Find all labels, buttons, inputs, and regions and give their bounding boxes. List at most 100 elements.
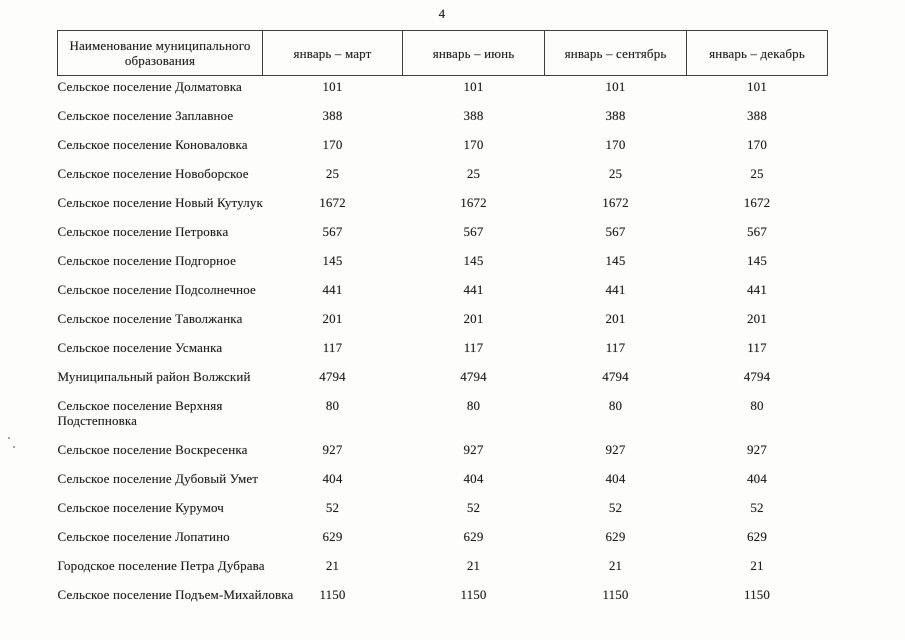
header-row: Наименование муниципального образования … (57, 30, 828, 76)
table-row: Сельское поселение Долматовка 101 101 101 10… (58, 76, 828, 105)
column-header-january-december: январь – декабрь (686, 30, 828, 76)
value-cell: 1150 (319, 586, 346, 602)
value-cell: 404 (322, 470, 343, 486)
table-row: Сельское поселение Заплавное 388 388 388 388 (58, 105, 828, 134)
municipality-name-cell: Городское поселение Петра Дубрава (57, 557, 265, 573)
value-cell: 52 (325, 499, 340, 515)
municipality-name-cell: Сельское поселение Усманка (57, 339, 223, 355)
value-cell: 927 (463, 441, 484, 457)
municipality-name-cell: Сельское поселение Новоборское (57, 165, 249, 181)
value-cell: 145 (747, 252, 767, 268)
value-cell: 1150 (743, 586, 771, 602)
table-row: Сельское поселение Новоборское 25 25 25 25 (58, 163, 828, 192)
value-cell: 404 (747, 470, 767, 486)
value-cell: 170 (463, 136, 484, 152)
table-row: Сельское поселение Лопатино 629 629 629 629 (58, 526, 828, 555)
value-cell: 441 (322, 281, 343, 297)
value-cell: 1672 (319, 194, 346, 210)
value-cell: 21 (466, 557, 481, 573)
value-cell: 52 (466, 499, 481, 515)
value-cell: 404 (605, 470, 626, 486)
value-cell: 117 (605, 339, 626, 355)
value-cell: 629 (605, 528, 626, 544)
municipality-name-cell: Сельское поселение Коноваловка (57, 136, 248, 152)
table-row: Сельское поселение Курумоч 52 52 52 52 (58, 497, 828, 526)
value-cell: 1150 (602, 586, 629, 602)
value-cell: 927 (605, 441, 626, 457)
municipality-name-cell: Сельское поселение Заплавное (57, 107, 234, 123)
value-cell: 4794 (743, 368, 771, 384)
municipality-name-cell: Сельское поселение Верхняя Подстепновка (57, 397, 223, 428)
value-cell: 117 (322, 339, 343, 355)
municipality-name-cell: Сельское поселение Подъем-Михайловка (57, 586, 294, 602)
value-cell: 25 (608, 165, 623, 181)
value-cell: 80 (750, 397, 764, 413)
table-row: Сельское поселение Таволжанка 201 201 201 20… (58, 308, 828, 337)
value-cell: 4794 (602, 368, 629, 384)
value-cell: 25 (466, 165, 481, 181)
value-cell: 101 (322, 79, 343, 94)
value-cell: 404 (463, 470, 484, 486)
value-cell: 927 (747, 441, 767, 457)
table-row: Сельское поселение Усманка 117 117 117 117 (58, 337, 828, 366)
value-cell: 388 (605, 107, 626, 123)
municipalities-table-wrap: Наименование муниципального образования … (57, 30, 828, 613)
column-header-january-september: январь – сентябрь (544, 30, 687, 76)
value-cell: 201 (605, 310, 626, 326)
value-cell: 25 (750, 165, 764, 181)
scan-noise-dot (8, 437, 10, 439)
table-row: Сельское поселение Новый Кутулук 1672 1672… (58, 192, 828, 221)
value-cell: 170 (322, 136, 343, 152)
value-cell: 388 (747, 107, 767, 123)
value-cell: 441 (463, 281, 484, 297)
value-cell: 201 (747, 310, 767, 326)
value-cell: 1150 (460, 586, 487, 602)
value-cell: 101 (463, 79, 484, 94)
value-cell: 629 (463, 528, 484, 544)
municipality-name-cell: Сельское поселение Новый Кутулук (57, 194, 263, 210)
table-row: Сельское поселение Подсолнечное 441 441 441… (58, 279, 828, 308)
value-cell: 80 (608, 397, 623, 413)
municipality-name-cell: Сельское поселение Таволжанка (57, 310, 243, 326)
column-header-january-june: январь – июнь (402, 30, 545, 76)
column-header-january-march: январь – март (262, 30, 403, 76)
value-cell: 1672 (743, 194, 771, 210)
value-cell: 629 (747, 528, 767, 544)
municipalities-table: Наименование муниципального образования … (57, 30, 828, 613)
value-cell: 21 (325, 557, 340, 573)
table-row: Сельское поселение Воскресенка 927 927 927 9… (58, 439, 828, 468)
value-cell: 441 (605, 281, 626, 297)
municipality-name-cell: Сельское поселение Дубовый Умет (57, 470, 259, 486)
column-header-municipality-name: Наименование муниципального образования (57, 30, 263, 76)
table-row: Городское поселение Петра Дубрава 21 21 21 2… (58, 555, 828, 584)
value-cell: 101 (605, 79, 626, 94)
page-number: 4 (438, 6, 446, 21)
value-cell: 201 (322, 310, 343, 326)
scan-noise-dot (13, 446, 15, 448)
value-cell: 4794 (319, 368, 346, 384)
municipality-name-cell: Сельское поселение Курумоч (57, 499, 224, 515)
value-cell: 388 (322, 107, 343, 123)
value-cell: 927 (322, 441, 343, 457)
value-cell: 117 (463, 339, 484, 355)
municipality-name-cell: Сельское поселение Подсолнечное (57, 281, 256, 297)
value-cell: 629 (322, 528, 343, 544)
municipality-name-cell: Сельское поселение Подгорное (57, 252, 237, 268)
value-cell: 21 (750, 557, 764, 573)
value-cell: 170 (605, 136, 626, 152)
value-cell: 52 (608, 499, 623, 515)
value-cell: 567 (605, 223, 626, 239)
value-cell: 4794 (460, 368, 487, 384)
value-cell: 567 (322, 223, 343, 239)
municipality-name-cell: Сельское поселение Долматовка (57, 79, 242, 94)
table-row: Сельское поселение Подъем-Михайловка 1150… (58, 584, 828, 613)
table-body: Сельское поселение Долматовка 101 101 101 10… (58, 76, 828, 613)
value-cell: 201 (463, 310, 484, 326)
value-cell: 1672 (460, 194, 487, 210)
value-cell: 567 (463, 223, 484, 239)
municipality-name-cell: Сельское поселение Воскресенка (57, 441, 248, 457)
table-row: Сельское поселение Петровка 567 567 567 567 (58, 221, 828, 250)
value-cell: 80 (466, 397, 481, 413)
municipality-name-cell: Сельское поселение Петровка (57, 223, 229, 239)
value-cell: 1672 (602, 194, 629, 210)
